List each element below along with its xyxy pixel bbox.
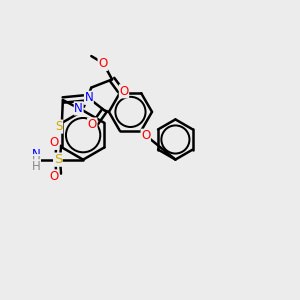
Text: H: H <box>32 154 40 168</box>
Text: O: O <box>119 85 129 98</box>
Text: N: N <box>74 102 83 115</box>
Text: O: O <box>50 170 59 183</box>
Text: O: O <box>98 58 107 70</box>
Text: O: O <box>141 129 150 142</box>
Text: O: O <box>88 118 97 131</box>
Text: N: N <box>85 91 93 104</box>
Text: S: S <box>55 120 63 133</box>
Text: S: S <box>54 153 62 166</box>
Text: H: H <box>32 160 40 173</box>
Text: O: O <box>50 136 59 149</box>
Text: N: N <box>32 148 40 161</box>
